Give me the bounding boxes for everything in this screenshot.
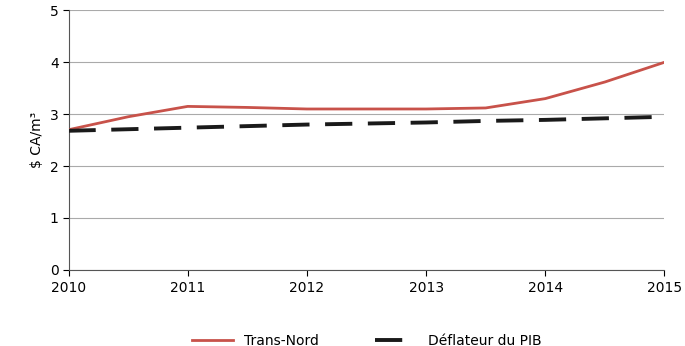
Y-axis label: $ CA/m³: $ CA/m³ bbox=[30, 112, 45, 168]
Legend: Trans-Nord, Déflateur du PIB: Trans-Nord, Déflateur du PIB bbox=[186, 329, 547, 346]
